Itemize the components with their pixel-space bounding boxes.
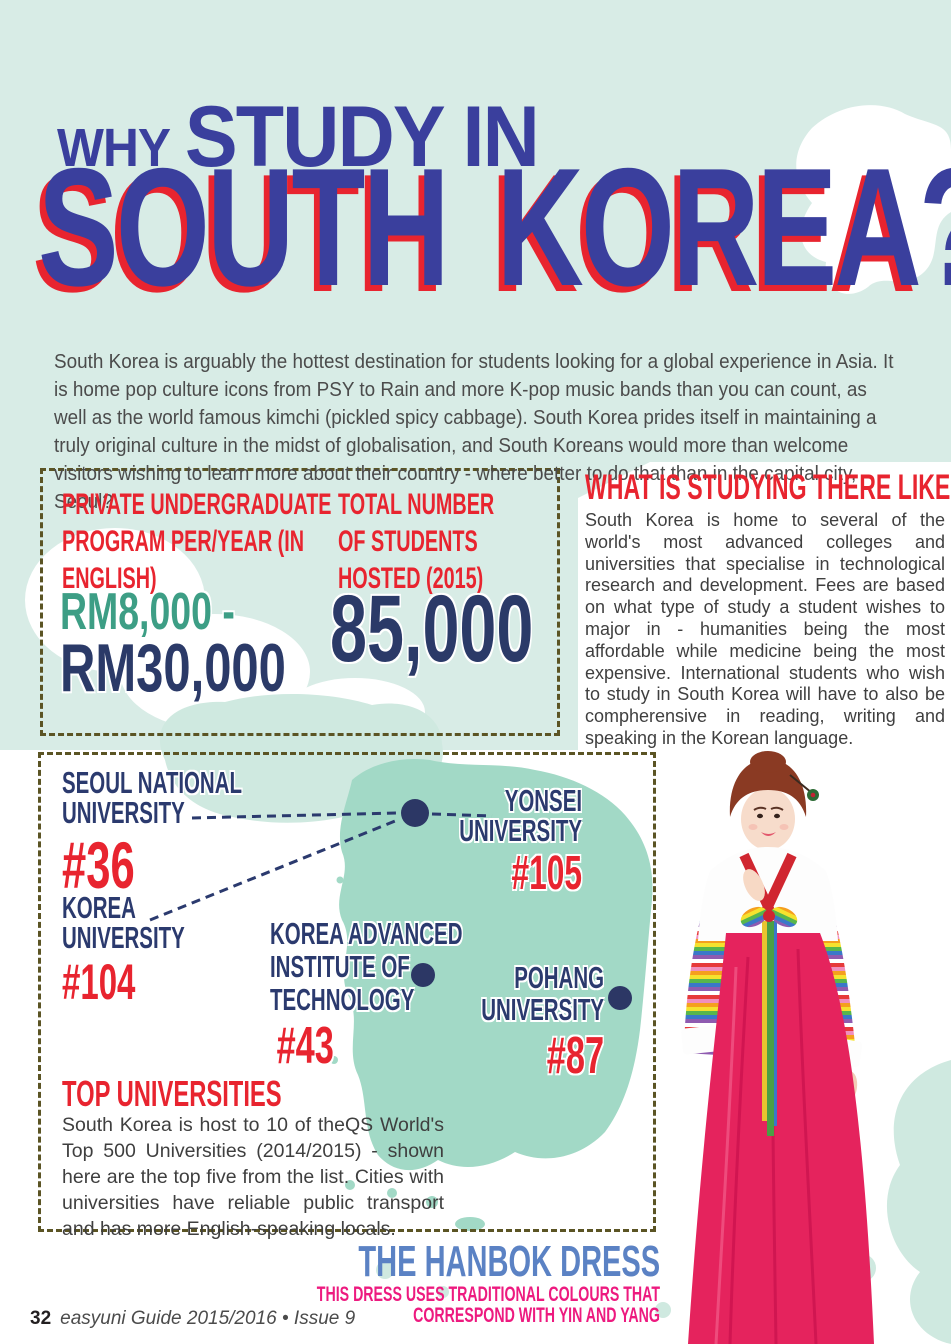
map-marker-kaist — [411, 963, 435, 987]
ribbon-blue — [774, 921, 777, 1126]
stat-right-label: TOTAL NUMBER OF STUDENTS HOSTED (2015) — [338, 488, 495, 595]
hanbok-subline-1: THIS DRESS USES TRADITIONAL COLOURS THAT — [316, 1282, 660, 1306]
hanbok-subline-2: CORRESPOND WITH YIN AND YANG — [413, 1303, 660, 1327]
map-islands — [330, 848, 485, 1231]
line-snu — [191, 811, 397, 820]
hanbok-woman-photo — [681, 751, 874, 1344]
mint-blob-bottom-right — [886, 1060, 951, 1344]
face — [741, 788, 795, 850]
rank-kaist: #43 — [276, 1017, 334, 1075]
map-marker-seoul — [401, 799, 429, 827]
studying-section-heading: WHAT IS STUDYING THERE LIKE? — [585, 468, 951, 507]
map-marker-pohang — [608, 986, 632, 1010]
collar-right — [760, 852, 797, 916]
stat-left-label: PRIVATE UNDERGRADUATE PROGRAM PER/YEAR (… — [62, 488, 332, 595]
page-title-text: SOUTH KOREA — [38, 133, 922, 321]
line-yonsei — [431, 812, 493, 818]
cuff-left — [681, 1025, 719, 1055]
stat-fee-to: RM30,000 — [60, 630, 286, 706]
top-universities-body: South Korea is host to 10 of theQS World… — [62, 1114, 444, 1240]
hair-bun — [750, 751, 786, 773]
intro-paragraph: South Korea is arguably the hottest dest… — [54, 351, 894, 513]
headline-why: WHY — [57, 118, 171, 178]
page-footer: 32 easyuni Guide 2015/2016 • Issue 9 — [30, 1308, 355, 1330]
headline-study-in: STUDY IN — [184, 89, 540, 185]
connector-lines — [149, 811, 493, 922]
jacket — [698, 847, 838, 941]
rank-yonsei: #105 — [511, 847, 582, 900]
background-mint-wedge — [578, 462, 650, 498]
rank-pohang: #87 — [546, 1027, 604, 1085]
background-mint-top — [0, 0, 951, 462]
map-markers — [401, 799, 632, 1010]
page-title-question-mark: ? — [919, 133, 951, 321]
university-yonsei: YONSEI UNIVERSITY #105 — [459, 783, 582, 900]
stat-fee-from: RM8,000 - — [60, 583, 235, 641]
page-number: 32 — [30, 1308, 52, 1329]
white-splash-shape — [796, 105, 951, 294]
hand-on-chest — [743, 869, 765, 901]
hanbok-heading: THE HANBOK DRESS — [358, 1237, 660, 1286]
university-korea: KOREA UNIVERSITY #104 — [62, 890, 185, 1010]
headline-kicker: WHY STUDY IN — [57, 88, 540, 187]
map-south-korea — [339, 758, 653, 1171]
bow-knot — [763, 910, 775, 922]
top-universities-heading: TOP UNIVERSITIES — [62, 1073, 282, 1114]
university-pohang: POHANG UNIVERSITY #87 — [481, 960, 604, 1085]
hairpin-ornament-center — [810, 792, 816, 798]
ribbon-yellow — [762, 921, 767, 1121]
ribbon-green — [767, 921, 774, 1136]
university-kaist: KOREA ADVANCED INSTITUTE OF TECHNOLOGY #… — [270, 916, 463, 1075]
hairpin-stick — [789, 774, 813, 794]
stat-students-hosted: 85,000 — [330, 576, 534, 682]
hair — [729, 759, 807, 817]
rank-korea: #104 — [62, 954, 136, 1010]
chest-bow — [740, 906, 798, 928]
rank-seoul-national: #36 — [62, 828, 135, 902]
skirt-highlight — [714, 966, 738, 1344]
face-features — [748, 806, 789, 836]
studying-section-body: South Korea is home to several of the wo… — [585, 510, 945, 748]
footer-issue-text: easyuni Guide 2015/2016 • Issue 9 — [60, 1308, 356, 1329]
page-title: SOUTH KOREA? — [38, 143, 951, 311]
university-seoul-national: SEOUL NATIONAL UNIVERSITY #36 — [62, 765, 242, 902]
